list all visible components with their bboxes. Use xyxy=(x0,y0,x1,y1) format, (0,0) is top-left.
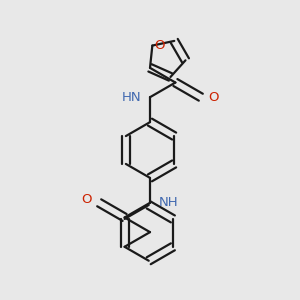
Text: NH: NH xyxy=(158,196,178,209)
Text: O: O xyxy=(208,91,219,104)
Text: O: O xyxy=(154,39,165,52)
Text: O: O xyxy=(81,193,92,206)
Text: HN: HN xyxy=(122,91,142,104)
